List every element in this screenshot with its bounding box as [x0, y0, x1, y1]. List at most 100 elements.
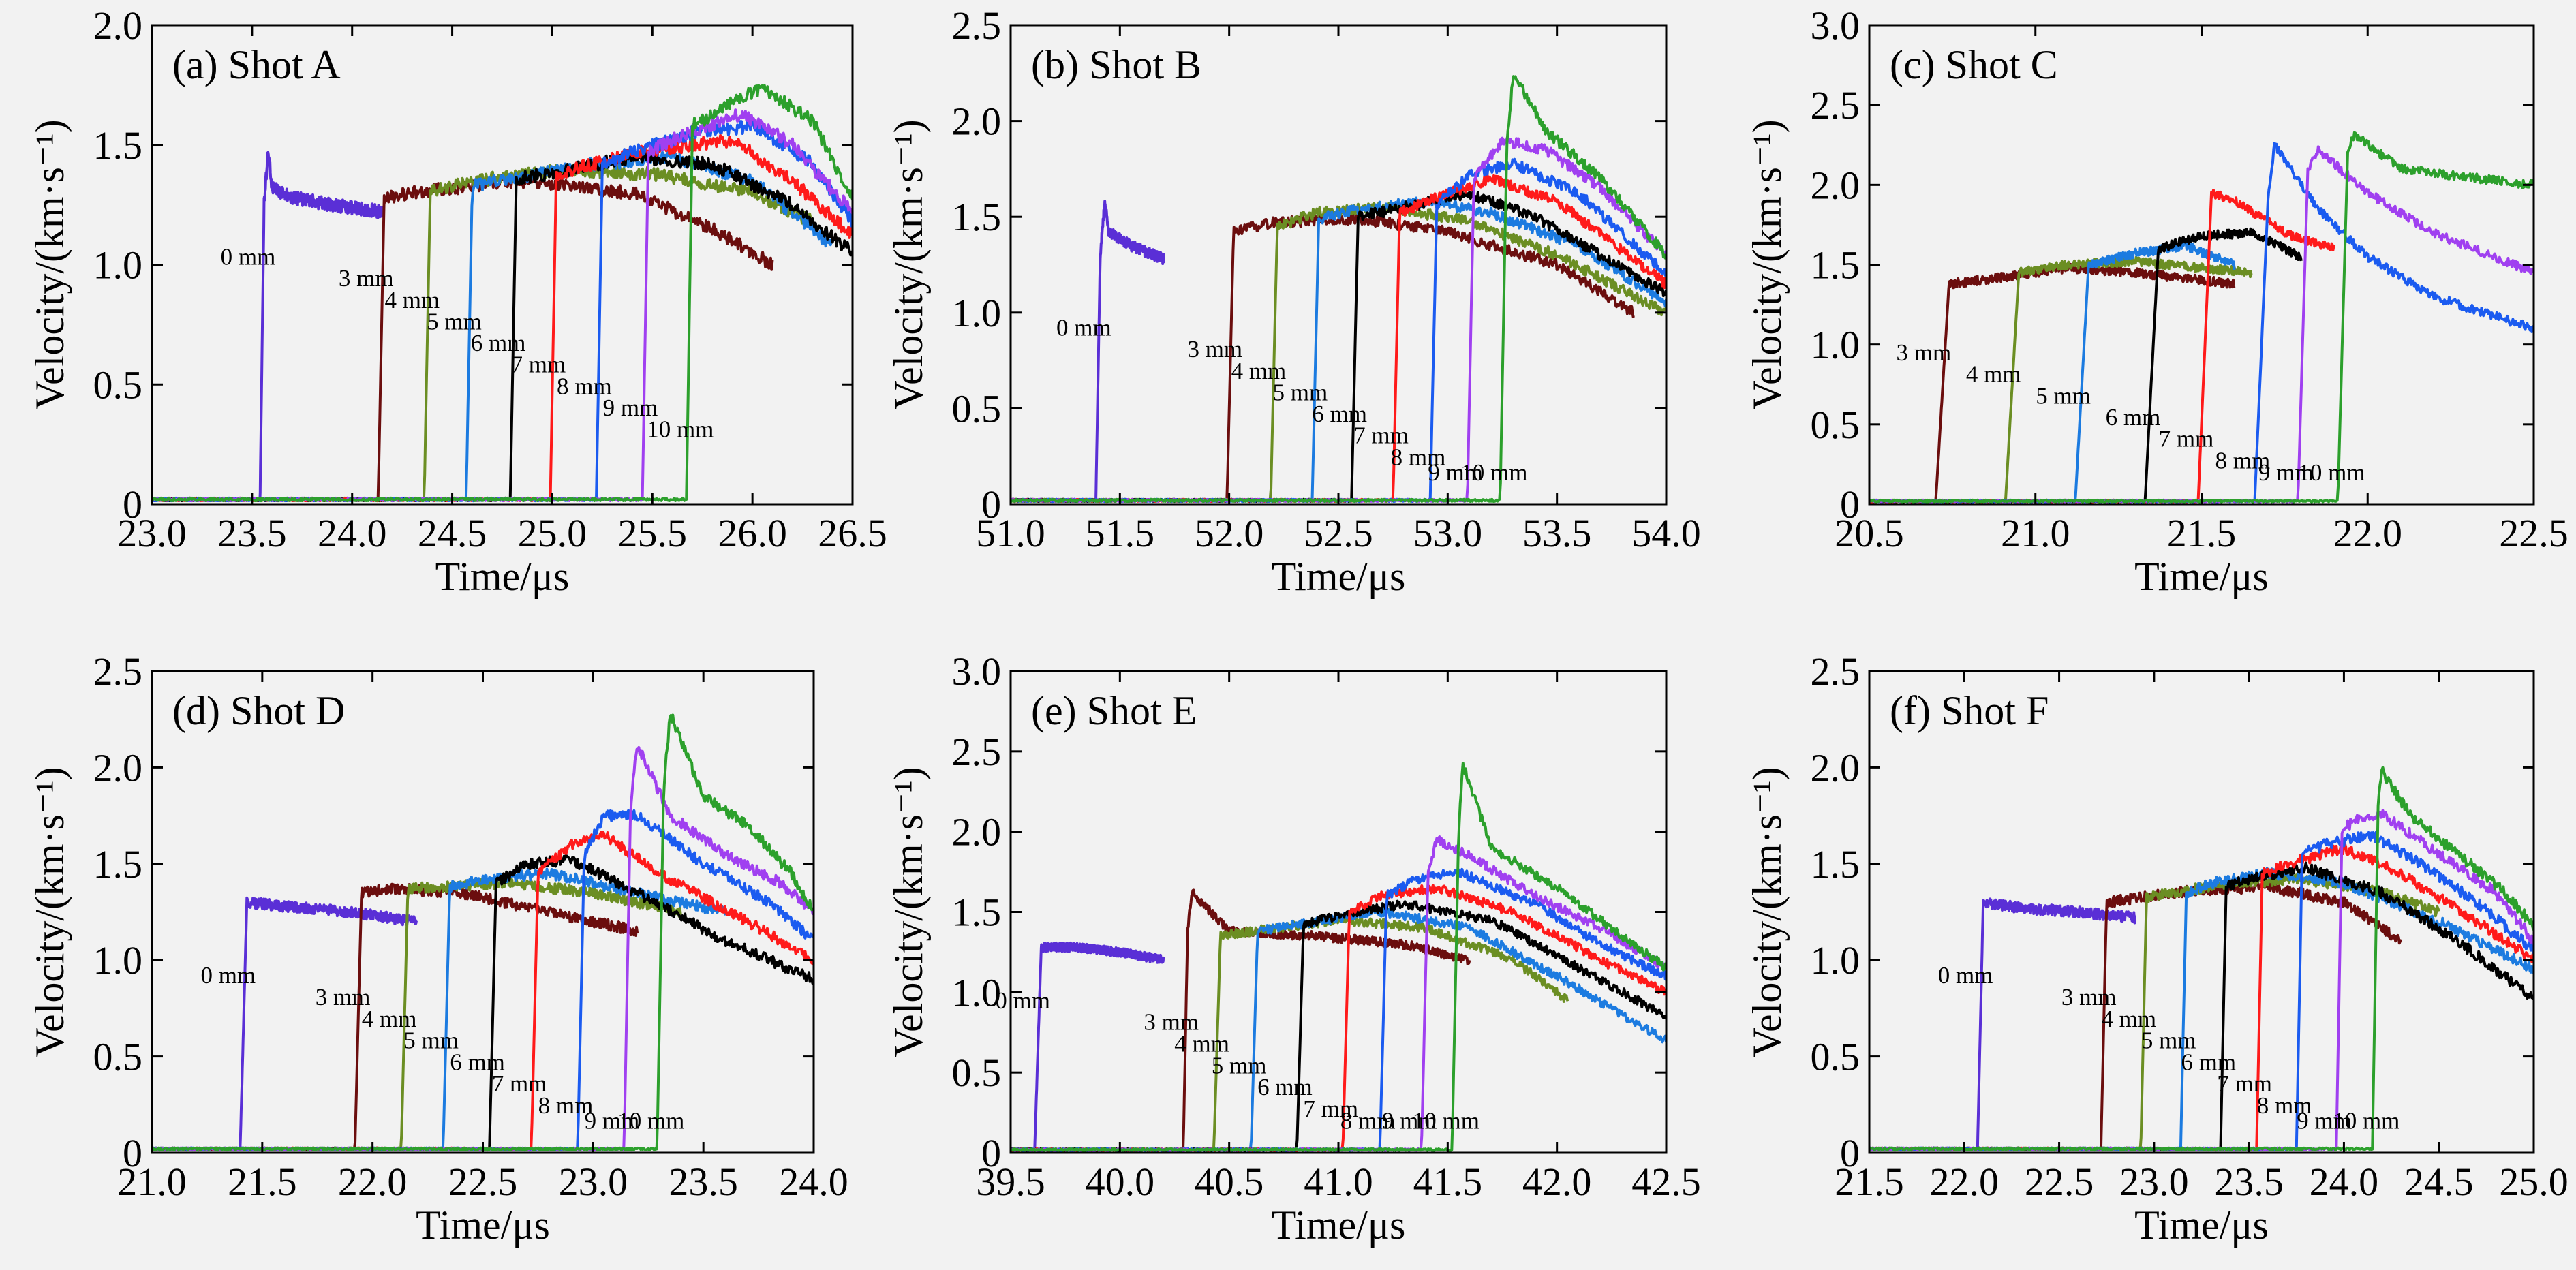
- trace-label-8-mm: 8 mm: [538, 1092, 594, 1119]
- trace-label-7-mm: 7 mm: [1303, 1096, 1358, 1122]
- x-tick-label: 26.0: [718, 511, 787, 555]
- trace-label-5-mm: 5 mm: [1212, 1052, 1267, 1079]
- x-tick-label: 53.5: [1522, 511, 1592, 555]
- traces: [1011, 762, 1666, 1152]
- trace-label-4-mm: 4 mm: [1231, 358, 1287, 384]
- y-tick-label: 1.0: [93, 938, 143, 982]
- trace-label-5-mm: 5 mm: [2141, 1027, 2196, 1054]
- trace-label-4-mm: 4 mm: [1966, 361, 2021, 388]
- y-tick-label: 1.5: [952, 890, 1002, 935]
- x-tick-label: 24.0: [779, 1160, 848, 1204]
- trace-label-6-mm: 6 mm: [2106, 404, 2161, 431]
- y-tick-label: 1.5: [93, 842, 143, 886]
- panel-title: (e) Shot E: [1031, 688, 1197, 733]
- x-tick-label: 39.5: [976, 1160, 1045, 1204]
- x-tick-label: 22.0: [2333, 511, 2403, 555]
- series-6-mm: [1869, 861, 2534, 1151]
- x-tick-label: 23.5: [669, 1160, 738, 1204]
- panel-c: 20.5 21.0 21.5 22.0 22.5 0 0.5 1.0 1.5 2.0 2.5 3.0 T…: [1745, 3, 2569, 599]
- series-0-mm: [1011, 941, 1165, 1152]
- trace-label-5-mm: 5 mm: [427, 308, 482, 335]
- trace-label-4-mm: 4 mm: [1174, 1031, 1229, 1057]
- traces: [1011, 75, 1666, 504]
- y-tick-label: 1.5: [93, 123, 143, 168]
- x-tick-label: 21.0: [2001, 511, 2070, 555]
- series-6-mm: [1011, 189, 1666, 504]
- y-tick-label: 1.0: [952, 291, 1002, 335]
- y-tick-label: 0.5: [93, 362, 143, 407]
- y-tick-label: 0.5: [952, 386, 1002, 431]
- panel-title: (a) Shot A: [172, 42, 341, 87]
- x-tick-label: 24.0: [2310, 1160, 2379, 1204]
- x-tick-label: 24.0: [318, 511, 387, 555]
- panel-title: (f) Shot F: [1890, 688, 2049, 733]
- y-tick-label: 3.0: [1811, 3, 1860, 48]
- trace-label-9-mm: 9 mm: [2258, 459, 2314, 486]
- x-tick-label: 51.0: [976, 511, 1045, 555]
- trace-label-10-mm: 10 mm: [2333, 1108, 2399, 1134]
- series-10-mm: [1011, 762, 1666, 1152]
- trace-label-8-mm: 8 mm: [1391, 444, 1446, 470]
- plot-frame: [1009, 24, 1668, 506]
- trace-label-9-mm: 9 mm: [603, 394, 658, 421]
- trace-label-6-mm: 6 mm: [2181, 1049, 2236, 1075]
- trace-label-3-mm: 3 mm: [2061, 984, 2117, 1010]
- trace-label-10-mm: 10 mm: [1460, 459, 1527, 486]
- x-tick-label: 42.0: [1522, 1160, 1592, 1204]
- trace-label-9-mm: 9 mm: [2297, 1108, 2352, 1134]
- trace-label-7-mm: 7 mm: [2217, 1070, 2272, 1097]
- x-tick-label: 40.0: [1086, 1160, 1155, 1204]
- traces: [1869, 766, 2534, 1151]
- trace-label-7-mm: 7 mm: [1353, 422, 1409, 449]
- x-tick-label: 25.0: [518, 511, 587, 555]
- trace-label-10-mm: 10 mm: [647, 416, 714, 443]
- trace-label-10-mm: 10 mm: [2298, 459, 2365, 486]
- x-tick-label: 54.0: [1631, 511, 1701, 555]
- trace-label-7-mm: 7 mm: [2159, 426, 2214, 452]
- y-tick-label: 2.0: [1811, 163, 1860, 207]
- x-tick-label: 25.0: [2499, 1160, 2569, 1204]
- y-tick-label: 2.5: [93, 649, 143, 694]
- y-axis-title: Velocity/(km·s⁻¹): [886, 766, 931, 1057]
- plot-frame: [151, 670, 815, 1154]
- series-10-mm: [1869, 766, 2534, 1151]
- x-tick-label: 24.5: [418, 511, 487, 555]
- series-8-mm: [1869, 831, 2534, 1151]
- y-tick-label: 0.5: [952, 1051, 1002, 1095]
- y-tick-label: 0.5: [1811, 403, 1860, 447]
- x-tick-label: 20.5: [1835, 511, 1904, 555]
- x-tick-label: 52.0: [1195, 511, 1264, 555]
- y-tick-label: 0.5: [1811, 1035, 1860, 1079]
- panel-title: (b) Shot B: [1031, 42, 1201, 87]
- x-axis-title: Time/μs: [1272, 554, 1406, 599]
- x-tick-label: 52.5: [1304, 511, 1373, 555]
- trace-label-5-mm: 5 mm: [2036, 382, 2091, 409]
- trace-label-10-mm: 10 mm: [617, 1108, 684, 1134]
- series-9-mm: [152, 108, 853, 503]
- y-axis-title: Velocity/(km·s⁻¹): [1745, 119, 1790, 409]
- x-tick-label: 22.5: [448, 1160, 518, 1204]
- x-tick-label: 21.0: [117, 1160, 187, 1204]
- series-0-mm: [1011, 200, 1165, 503]
- y-tick-label: 1.0: [1811, 323, 1860, 367]
- y-axis-title: Velocity/(km·s⁻¹): [1745, 766, 1790, 1057]
- panel-a: 23.0 23.5 24.0 24.5 25.0 25.5 26.0 26.5 0 0.5 1.0 1…: [27, 3, 887, 599]
- y-tick-label: 2.5: [1811, 83, 1860, 127]
- trace-label-9-mm: 9 mm: [1428, 459, 1483, 486]
- trace-label-6-mm: 6 mm: [471, 330, 526, 356]
- y-tick-label: 2.5: [952, 730, 1002, 774]
- x-tick-label: 51.5: [1086, 511, 1155, 555]
- x-tick-label: 22.5: [2499, 511, 2569, 555]
- x-tick-label: 42.5: [1631, 1160, 1701, 1204]
- trace-label-0-mm: 0 mm: [995, 987, 1050, 1014]
- trace-label-3-mm: 3 mm: [316, 984, 371, 1010]
- panel-f: 21.5 22.0 22.5 23.0 23.5 24.0 24.5 25.0 0 0.5 1.0 1…: [1745, 649, 2569, 1248]
- trace-label-0-mm: 0 mm: [221, 244, 276, 270]
- trace-label-3-mm: 3 mm: [1897, 339, 1952, 366]
- series-0-mm: [1869, 897, 2136, 1151]
- x-axis-title: Time/μs: [2134, 1203, 2269, 1248]
- x-tick-label: 23.0: [117, 511, 187, 555]
- x-tick-label: 23.0: [559, 1160, 628, 1204]
- trace-label-7-mm: 7 mm: [492, 1070, 547, 1097]
- series-3-mm: [152, 174, 774, 503]
